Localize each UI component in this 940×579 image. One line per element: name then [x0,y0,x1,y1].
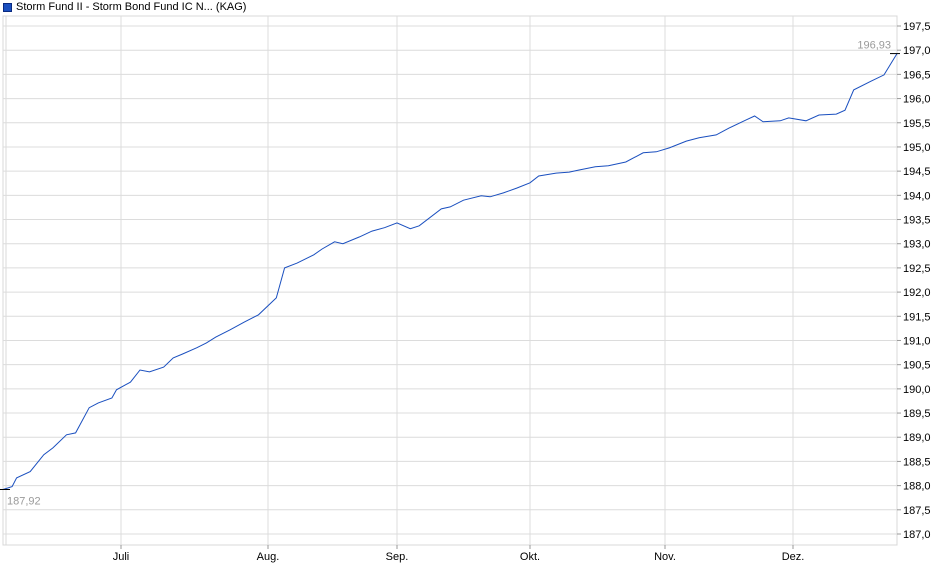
x-tick-label: Okt. [520,551,540,563]
x-tick-label: Juli [113,551,130,563]
legend-label: Storm Fund II - Storm Bond Fund IC N... … [16,1,247,13]
legend-swatch [3,2,12,12]
y-tick-label: 197,5 [903,21,931,33]
y-tick-label: 191,5 [903,311,931,323]
y-tick-label: 189,0 [903,432,931,444]
x-tick-label: Aug. [257,551,280,563]
y-tick-label: 194,0 [903,190,931,202]
y-tick-label: 192,5 [903,263,931,275]
x-tick-label: Nov. [654,551,676,563]
y-tick-label: 188,5 [903,456,931,468]
first-value-label: 187,92 [7,495,41,507]
y-tick-label: 193,0 [903,239,931,251]
y-tick-label: 191,0 [903,335,931,347]
x-tick-label: Sep. [386,551,409,563]
y-tick-label: 193,5 [903,215,931,227]
last-value-label: 196,93 [857,40,891,52]
chart-legend: Storm Fund II - Storm Bond Fund IC N... … [3,0,246,14]
y-tick-label: 196,0 [903,94,931,106]
y-tick-label: 197,0 [903,45,931,57]
x-tick-label: Dez. [782,551,805,563]
y-tick-label: 187,0 [903,529,931,541]
y-tick-label: 190,5 [903,360,931,372]
y-tick-label: 196,5 [903,69,931,81]
y-tick-label: 190,0 [903,384,931,396]
y-tick-label: 192,0 [903,287,931,299]
y-tick-label: 195,0 [903,142,931,154]
y-tick-label: 187,5 [903,505,931,517]
y-tick-label: 189,5 [903,408,931,420]
plot-area [2,15,898,546]
price-line [2,53,898,490]
y-tick-label: 195,5 [903,118,931,130]
y-tick-label: 194,5 [903,166,931,178]
y-tick-label: 188,0 [903,481,931,493]
